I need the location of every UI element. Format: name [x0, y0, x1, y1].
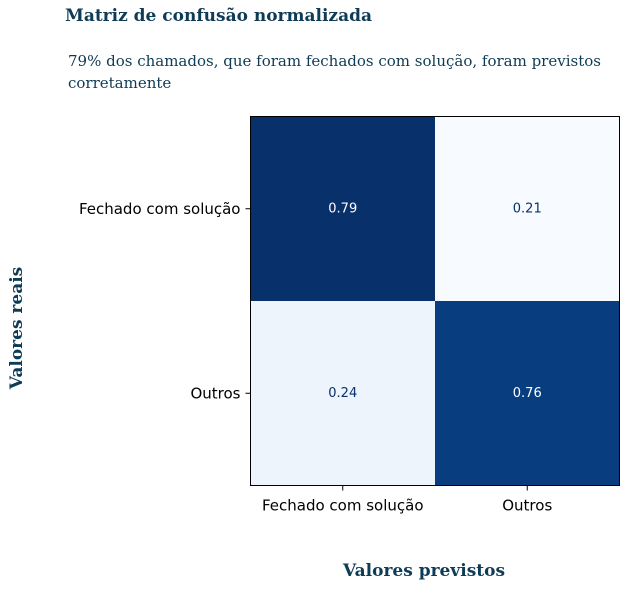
y-axis-ticks: Fechado com solução Outros: [79, 200, 251, 402]
cell-value-label: 0.79: [328, 201, 357, 216]
matrix-cell: [435, 301, 620, 486]
y-tick-label: Fechado com solução: [79, 200, 241, 218]
cell-value-label: 0.24: [328, 386, 357, 401]
y-tick-label: Outros: [190, 384, 240, 402]
x-tick-label: Outros: [502, 497, 552, 515]
x-axis-ticks: Fechado com solução Outros: [262, 485, 552, 515]
matrix-cell: [250, 116, 435, 301]
x-axis-label: Valores previstos: [343, 561, 506, 581]
chart-subtitle: 79% dos chamados, que foram fechados com…: [68, 52, 601, 92]
matrix-cell: [435, 116, 620, 301]
y-axis-label: Valores reais: [7, 266, 27, 390]
matrix-cells: [250, 116, 620, 486]
cell-value-label: 0.21: [513, 201, 542, 216]
cell-value-label: 0.76: [513, 386, 542, 401]
chart-title: Matriz de confusão normalizada: [65, 6, 373, 26]
x-tick-label: Fechado com solução: [262, 497, 424, 515]
plot-frame: [250, 116, 620, 486]
matrix-cell-labels: 0.79 0.21 0.24 0.76: [328, 201, 541, 401]
matrix-cell: [250, 301, 435, 486]
